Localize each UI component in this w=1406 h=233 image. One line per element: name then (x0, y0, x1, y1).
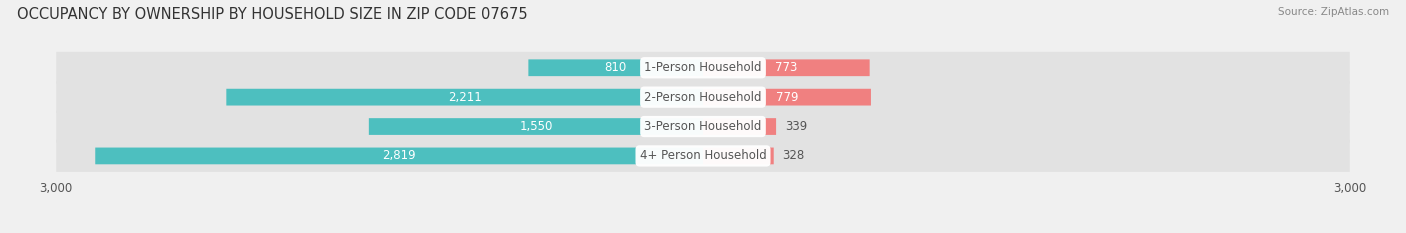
Text: 339: 339 (785, 120, 807, 133)
FancyBboxPatch shape (703, 147, 773, 164)
Text: 2,211: 2,211 (447, 91, 481, 104)
FancyBboxPatch shape (368, 118, 703, 135)
Text: 3-Person Household: 3-Person Household (644, 120, 762, 133)
FancyBboxPatch shape (226, 89, 703, 106)
FancyBboxPatch shape (56, 140, 1350, 172)
Text: Source: ZipAtlas.com: Source: ZipAtlas.com (1278, 7, 1389, 17)
FancyBboxPatch shape (56, 81, 1350, 113)
FancyBboxPatch shape (56, 111, 1350, 142)
Text: 810: 810 (605, 61, 627, 74)
Text: 779: 779 (776, 91, 799, 104)
Text: 773: 773 (775, 61, 797, 74)
Text: 328: 328 (782, 149, 804, 162)
FancyBboxPatch shape (529, 59, 703, 76)
Text: 1,550: 1,550 (519, 120, 553, 133)
Text: 4+ Person Household: 4+ Person Household (640, 149, 766, 162)
Text: 2,819: 2,819 (382, 149, 416, 162)
FancyBboxPatch shape (56, 52, 1350, 84)
Text: 2-Person Household: 2-Person Household (644, 91, 762, 104)
Text: 1-Person Household: 1-Person Household (644, 61, 762, 74)
FancyBboxPatch shape (96, 147, 703, 164)
FancyBboxPatch shape (703, 59, 870, 76)
FancyBboxPatch shape (703, 89, 870, 106)
FancyBboxPatch shape (703, 118, 776, 135)
Text: OCCUPANCY BY OWNERSHIP BY HOUSEHOLD SIZE IN ZIP CODE 07675: OCCUPANCY BY OWNERSHIP BY HOUSEHOLD SIZE… (17, 7, 527, 22)
